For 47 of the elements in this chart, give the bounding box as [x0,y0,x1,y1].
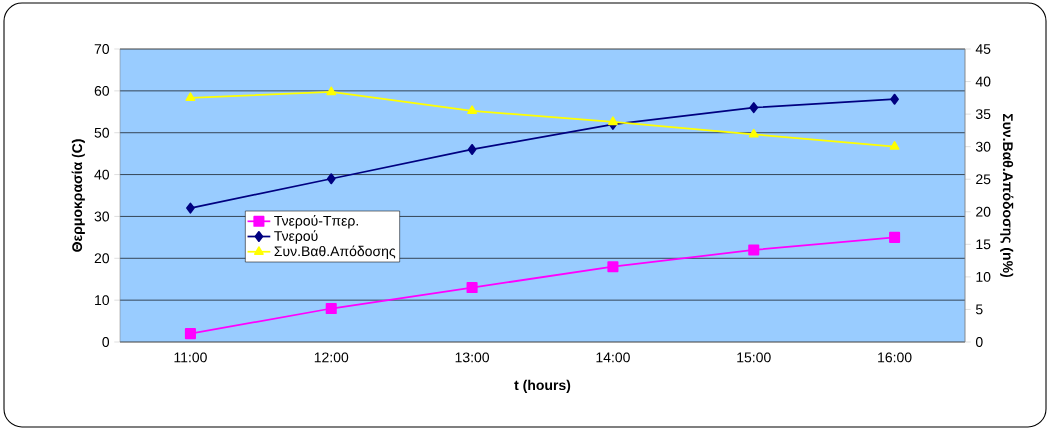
y2-tick-label: 10 [976,271,991,282]
point [889,231,901,243]
y2-tick-label: 0 [975,337,983,347]
legend-label: Τνερού-Τπερ. [274,215,358,229]
y-tick-label: 30 [94,211,110,222]
legend-label: Τνερού [274,230,318,244]
point [325,302,337,315]
y-tick-label: 40 [94,169,110,180]
y-tick-label: 70 [94,44,110,54]
point [184,328,196,340]
y-axis-title: Θερμοκρασία (C) [71,139,85,252]
x-tick-label: 13:00 [455,352,490,363]
x-tick-label: 12:00 [314,352,349,363]
point [186,202,195,214]
point [748,244,760,256]
x-tick-label: 15:00 [737,352,771,363]
point [890,93,899,105]
y2-tick-label: 35 [975,109,991,120]
x-axis-title: t (hours) [514,379,571,393]
point [467,105,477,115]
y-tick-label: 10 [95,295,110,306]
point [748,128,759,138]
legend-label: Συν.Βαθ.Απόδοσης [274,245,396,259]
point [466,282,478,294]
y2-tick-label: 30 [975,141,991,152]
y-tick-label: 0 [102,337,110,347]
y-tick-label: 20 [94,253,110,264]
point [889,141,900,150]
y2-tick-label: 25 [976,174,991,185]
y2-tick-label: 5 [975,304,983,315]
point [749,102,759,114]
x-tick-label: 11:00 [174,352,207,363]
point [326,86,337,96]
y-tick-label: 60 [94,85,110,96]
y2-tick-label: 40 [975,76,991,87]
x-tick-label: 16:00 [878,352,912,363]
y2-tick-label: 15 [976,239,991,250]
y2-tick-label: 20 [976,206,991,217]
y-tick-label: 50 [94,127,110,138]
point [326,173,336,185]
point [607,261,619,273]
x-tick-label: 14:00 [596,352,630,363]
point [467,143,477,155]
y2-axis-title: Συν.Βαθ.Απόδοσης (n%) [1000,113,1014,278]
y2-tick-label: 45 [975,44,991,54]
point [185,92,196,102]
point [608,116,618,126]
